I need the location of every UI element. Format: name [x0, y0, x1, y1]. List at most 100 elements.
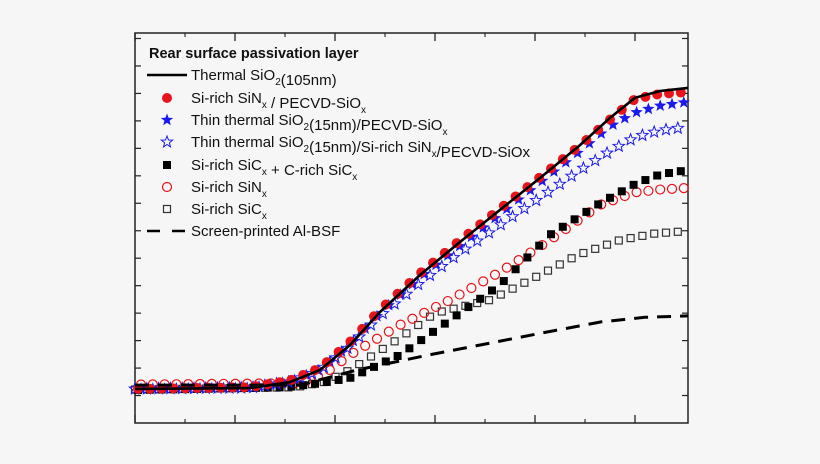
legend-text: /PECVD-SiOx — [437, 144, 531, 161]
data-point — [499, 277, 508, 286]
data-point — [430, 301, 442, 313]
data-point — [366, 352, 376, 361]
data-point — [520, 278, 529, 287]
data-point — [547, 230, 555, 239]
data-point — [614, 236, 623, 245]
legend-subscript: x — [262, 167, 267, 178]
data-point — [383, 326, 394, 337]
data-point — [311, 379, 319, 388]
data-point — [567, 254, 576, 263]
data-point — [643, 185, 654, 196]
legend-subscript: x — [262, 211, 267, 222]
data-point — [606, 193, 614, 202]
legend-subscript: x — [432, 149, 437, 160]
legend-label: Si-rich SiCx — [191, 201, 267, 222]
data-point — [476, 294, 485, 303]
series-0 — [134, 86, 689, 391]
data-point — [478, 276, 489, 287]
data-point — [369, 311, 379, 322]
data-point — [357, 323, 368, 334]
data-point — [623, 132, 638, 146]
data-point — [629, 180, 638, 189]
data-point — [437, 307, 446, 316]
data-point — [665, 169, 673, 178]
legend-label: Screen-printed Al-BSF — [191, 223, 340, 240]
data-point — [532, 272, 541, 281]
legend-label: Si-rich SiNx — [191, 179, 267, 200]
data-point — [345, 336, 356, 347]
legend-filled-star-icon — [160, 113, 174, 126]
data-point — [440, 319, 449, 328]
data-point — [529, 192, 544, 207]
data-point — [371, 333, 383, 344]
data-point — [591, 244, 600, 253]
data-point — [407, 313, 418, 324]
data-point — [564, 168, 579, 183]
data-point — [599, 145, 615, 160]
legend-text: Thin thermal SiO — [191, 112, 304, 129]
data-point — [381, 357, 390, 366]
data-point — [666, 183, 678, 194]
data-point — [429, 327, 437, 336]
legend-text: Si-rich SiC — [191, 201, 262, 218]
data-point — [654, 99, 667, 111]
data-point — [321, 357, 332, 368]
data-point — [501, 262, 512, 273]
legend-text: (15nm)/Si-rich SiN — [309, 139, 432, 156]
data-point — [655, 184, 666, 195]
legend-subscript: x — [352, 172, 357, 183]
data-point — [360, 340, 371, 351]
legend-filled-circle-icon — [162, 93, 172, 103]
data-point — [358, 368, 367, 377]
data-point — [606, 118, 620, 130]
data-point — [611, 138, 626, 153]
data-point — [419, 307, 430, 318]
dashed-series-line — [135, 314, 689, 387]
data-point — [348, 347, 359, 358]
legend-text: (105nm) — [281, 72, 337, 89]
data-point — [576, 160, 591, 175]
legend-text: Thin thermal SiO — [191, 134, 304, 151]
legend-text: (15nm)/PECVD-SiO — [309, 117, 442, 134]
data-point — [626, 233, 635, 243]
data-point — [508, 284, 517, 293]
data-point — [442, 295, 453, 307]
data-point — [375, 306, 390, 320]
legend-text: Si-rich SiC — [191, 157, 262, 174]
data-point — [454, 289, 465, 300]
legend-label: Si-rich SiNx / PECVD-SiOx — [191, 90, 366, 116]
data-point — [511, 265, 520, 274]
data-point — [395, 319, 406, 330]
legend-text: / PECVD-SiO — [267, 95, 361, 112]
data-point — [414, 320, 423, 330]
data-point — [677, 96, 690, 108]
legend-text: + C-rich SiC — [267, 162, 353, 179]
data-point — [496, 290, 505, 299]
legend-label: Si-rich SiCx + C-rich SiCx — [191, 157, 357, 183]
data-point — [555, 260, 564, 269]
data-point — [346, 373, 355, 382]
legend-label: Thin thermal SiO2(15nm)/PECVD-SiOx — [191, 112, 447, 138]
data-point — [484, 296, 494, 305]
data-point — [588, 153, 603, 167]
legend-open-square-icon — [162, 204, 172, 214]
data-point — [543, 266, 553, 275]
data-point — [678, 183, 689, 194]
data-point — [540, 184, 556, 199]
data-point — [670, 120, 685, 135]
data-point — [393, 351, 402, 360]
data-point — [602, 240, 612, 249]
legend-subscript: 2 — [304, 122, 310, 133]
data-point — [570, 215, 579, 224]
data-point — [630, 105, 643, 118]
legend-subscript: x — [262, 189, 267, 200]
legend-subscript: 2 — [304, 144, 310, 155]
data-point — [552, 176, 567, 191]
data-point — [417, 336, 426, 345]
data-point — [558, 222, 567, 231]
data-point — [658, 122, 674, 136]
data-point — [594, 200, 603, 209]
legend-title: Rear surface passivation layer — [149, 46, 359, 62]
data-point — [380, 299, 391, 310]
